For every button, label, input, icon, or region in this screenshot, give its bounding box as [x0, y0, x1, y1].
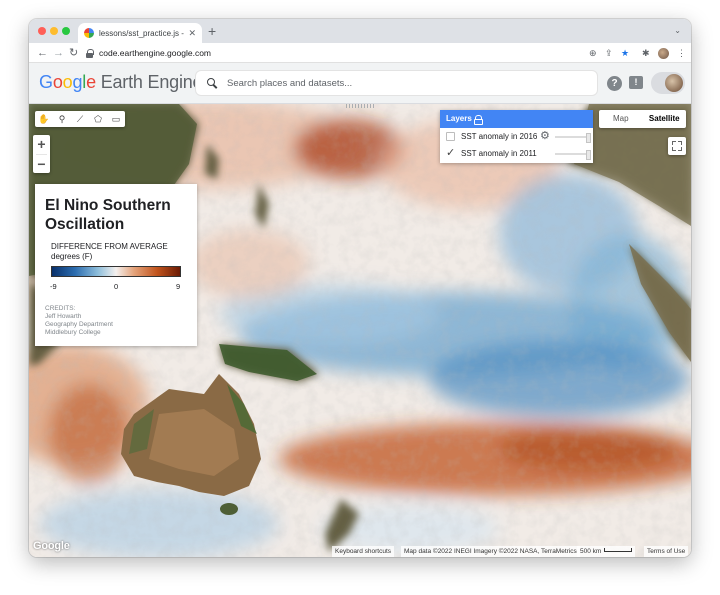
- scale-bar-line: [604, 548, 633, 552]
- legend-panel: El Nino Southern Oscillation DIFFERENCE …: [35, 184, 197, 346]
- legend-min-label: -9: [50, 282, 57, 291]
- close-window-button[interactable]: [38, 27, 46, 35]
- earth-engine-favicon-icon: [84, 28, 94, 38]
- layers-header[interactable]: Layers: [440, 110, 593, 128]
- credits-author: Jeff Howarth: [45, 313, 82, 320]
- layer-2016-checkbox[interactable]: [446, 132, 455, 141]
- layers-title: Layers: [446, 114, 472, 123]
- feedback-icon[interactable]: !: [629, 76, 643, 89]
- rectangle-icon[interactable]: ▭: [111, 114, 121, 124]
- terms-of-use-link[interactable]: Terms of Use: [644, 546, 689, 557]
- layer-2011-opacity-slider[interactable]: [555, 150, 591, 160]
- layer-2016-opacity-slider[interactable]: [555, 133, 591, 143]
- user-avatar[interactable]: [665, 74, 683, 92]
- browser-window: lessons/sst_practice.js - Earth ✕ + ⌄ ← …: [29, 19, 691, 557]
- search-icon: [207, 78, 217, 88]
- panel-title: El Nino Southern Oscillation: [45, 197, 171, 233]
- new-tab-button[interactable]: +: [208, 23, 217, 39]
- earth-engine-header: Google Earth Engine ? !: [29, 63, 691, 104]
- fullscreen-corner: [678, 147, 682, 151]
- url-text[interactable]: code.earthengine.google.com: [99, 48, 211, 58]
- tab-title: lessons/sst_practice.js - Earth: [99, 28, 184, 38]
- legend-label-line1: DIFFERENCE FROM AVERAGE: [51, 242, 168, 251]
- keyboard-shortcuts-link[interactable]: Keyboard shortcuts: [332, 546, 395, 557]
- map-type-map-button[interactable]: Map: [612, 114, 629, 123]
- zoom-out-button[interactable]: −: [37, 156, 46, 172]
- fullscreen-button[interactable]: [668, 137, 686, 155]
- fullscreen-corner: [672, 141, 676, 145]
- lock-icon[interactable]: [474, 115, 483, 125]
- map-type-satellite-button[interactable]: Satellite: [648, 114, 680, 123]
- panel-splitter-handle[interactable]: [346, 104, 374, 108]
- map-data-text: Map data ©2022 INEGI Imagery ©2022 NASA,…: [404, 548, 577, 555]
- bookmark-star-icon[interactable]: ★: [621, 48, 630, 58]
- pan-hand-icon[interactable]: ✋: [38, 114, 50, 124]
- share-icon[interactable]: ⇪: [605, 48, 613, 58]
- credits-heading: CREDITS:: [45, 305, 76, 312]
- layer-row-2016[interactable]: SST anomaly in 2016 ⚙: [440, 128, 593, 145]
- map-view[interactable]: ✋ ⚲ ⟋ ⬠ ▭ + − El Nino Southern Oscillati…: [29, 104, 691, 557]
- marker-icon[interactable]: ⚲: [58, 114, 66, 124]
- menu-dots-icon[interactable]: ⋮: [677, 48, 686, 58]
- minimize-window-button[interactable]: [50, 27, 58, 35]
- reload-button[interactable]: ↻: [69, 47, 79, 59]
- zoom-icon[interactable]: ⊕: [589, 48, 597, 58]
- browser-toolbar: ← → ↻ code.earthengine.google.com ⊕ ⇪ ★ …: [29, 43, 691, 63]
- product-name: Earth Engine: [100, 72, 203, 92]
- map-data-attribution: Map data ©2022 INEGI Imagery ©2022 NASA,…: [401, 546, 580, 557]
- layer-2016-label: SST anomaly in 2016: [461, 132, 538, 141]
- zoom-in-button[interactable]: +: [37, 136, 46, 152]
- layer-row-2011[interactable]: SST anomaly in 2011: [440, 145, 593, 162]
- google-earth-engine-logo[interactable]: Google Earth Engine: [39, 72, 203, 92]
- drawing-tools: ✋ ⚲ ⟋ ⬠ ▭: [35, 111, 125, 127]
- back-button[interactable]: ←: [37, 47, 48, 59]
- google-watermark-logo: Google: [33, 540, 70, 552]
- legend-mid-label: 0: [114, 282, 119, 291]
- extensions-icon[interactable]: ✱: [642, 48, 650, 58]
- forward-button[interactable]: →: [53, 47, 64, 59]
- fullscreen-corner: [678, 141, 682, 145]
- tab-search-icon[interactable]: ⌄: [674, 26, 681, 35]
- legend-label: DIFFERENCE FROM AVERAGE degrees (F): [51, 242, 168, 262]
- lock-icon[interactable]: [86, 48, 94, 58]
- zoom-divider: [36, 154, 47, 155]
- profile-avatar[interactable]: [658, 48, 669, 59]
- gear-icon[interactable]: ⚙: [540, 130, 550, 142]
- address-bar[interactable]: code.earthengine.google.com: [86, 45, 638, 61]
- scale-label: 500 km: [580, 548, 602, 555]
- layer-2011-label: SST anomaly in 2011: [461, 149, 537, 158]
- active-tab[interactable]: lessons/sst_practice.js - Earth ✕: [78, 23, 202, 43]
- scale-bar[interactable]: 500 km: [577, 546, 636, 557]
- credits: CREDITS: Jeff Howarth Geography Departme…: [45, 305, 113, 337]
- help-icon[interactable]: ?: [607, 76, 622, 91]
- search-box[interactable]: [195, 70, 598, 96]
- search-input[interactable]: [227, 77, 587, 89]
- legend-label-line2: degrees (F): [51, 252, 93, 261]
- credits-institution: Middlebury College: [45, 329, 101, 336]
- legend-max-label: 9: [176, 282, 181, 291]
- layers-panel: Layers SST anomaly in 2016 ⚙ SST anomaly…: [440, 110, 593, 163]
- color-ramp: [51, 266, 181, 277]
- layer-2011-checkbox[interactable]: [446, 146, 455, 159]
- maximize-window-button[interactable]: [62, 27, 70, 35]
- tab-strip: lessons/sst_practice.js - Earth ✕ + ⌄: [29, 19, 691, 43]
- zoom-control: + −: [33, 135, 50, 173]
- account-switcher[interactable]: [651, 72, 685, 94]
- line-icon[interactable]: ⟋: [76, 114, 84, 124]
- map-type-control: Map Satellite: [599, 110, 686, 128]
- fullscreen-corner: [672, 147, 676, 151]
- polygon-icon[interactable]: ⬠: [94, 114, 102, 124]
- tab-close-icon[interactable]: ✕: [188, 27, 196, 38]
- credits-department: Geography Department: [45, 321, 113, 328]
